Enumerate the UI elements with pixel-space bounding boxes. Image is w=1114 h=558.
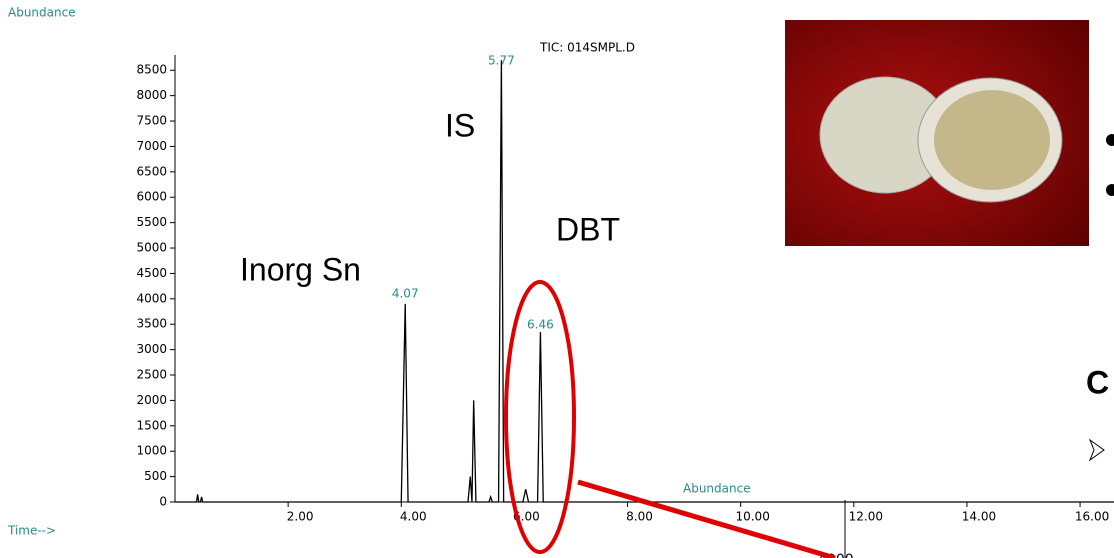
- y-axis-label: Abundance: [8, 6, 76, 20]
- y-tick-label: 7500: [136, 114, 167, 128]
- bullet: [1106, 134, 1114, 146]
- chart-title: TIC: 014SMPL.D: [539, 41, 635, 55]
- y-tick-label: 4000: [136, 291, 167, 305]
- inset-y-label: Abundance: [683, 482, 751, 496]
- y-tick-label: 4500: [136, 266, 167, 280]
- photo: [785, 20, 1089, 246]
- annotation: DBT: [556, 211, 620, 247]
- x-tick-label: 14.00: [962, 510, 996, 524]
- y-tick-label: 5500: [136, 215, 167, 229]
- annotation: IS: [445, 107, 475, 143]
- y-tick-label: 2000: [136, 393, 167, 407]
- peak-label: 4.07: [392, 286, 419, 300]
- x-tick-label: 8.00: [626, 510, 653, 524]
- y-tick-label: 6000: [136, 190, 167, 204]
- y-tick-label: 8500: [136, 63, 167, 77]
- y-tick-label: 1000: [136, 444, 167, 458]
- x-tick-label: 12.00: [849, 510, 883, 524]
- y-tick-label: 6500: [136, 164, 167, 178]
- y-tick-label: 3500: [136, 317, 167, 331]
- x-tick-label: 10.00: [735, 510, 769, 524]
- y-tick-label: 1500: [136, 418, 167, 432]
- x-tick-label: 4.00: [400, 510, 427, 524]
- y-tick-label: 2500: [136, 368, 167, 382]
- bullet: [1106, 184, 1114, 196]
- peak-label: 6.46: [527, 317, 554, 331]
- y-tick-label: 8000: [136, 88, 167, 102]
- slide-heading: C: [1086, 364, 1109, 400]
- y-tick-label: 5000: [136, 241, 167, 255]
- x-tick-label: 16.00: [1075, 510, 1109, 524]
- x-tick-label: 2.00: [287, 510, 314, 524]
- y-tick-label: 3000: [136, 342, 167, 356]
- arrow-bullet: [1090, 440, 1104, 460]
- y-tick-label: 7000: [136, 139, 167, 153]
- y-tick-label: 500: [144, 469, 167, 483]
- x-axis-label: Time-->: [7, 524, 56, 538]
- y-tick-label: 0: [159, 495, 167, 509]
- chart: Abundance Time--> TIC: 014SMPL.D C Abund…: [0, 0, 1114, 558]
- peak-label: 5.77: [488, 54, 515, 68]
- annotation: Inorg Sn: [240, 251, 361, 287]
